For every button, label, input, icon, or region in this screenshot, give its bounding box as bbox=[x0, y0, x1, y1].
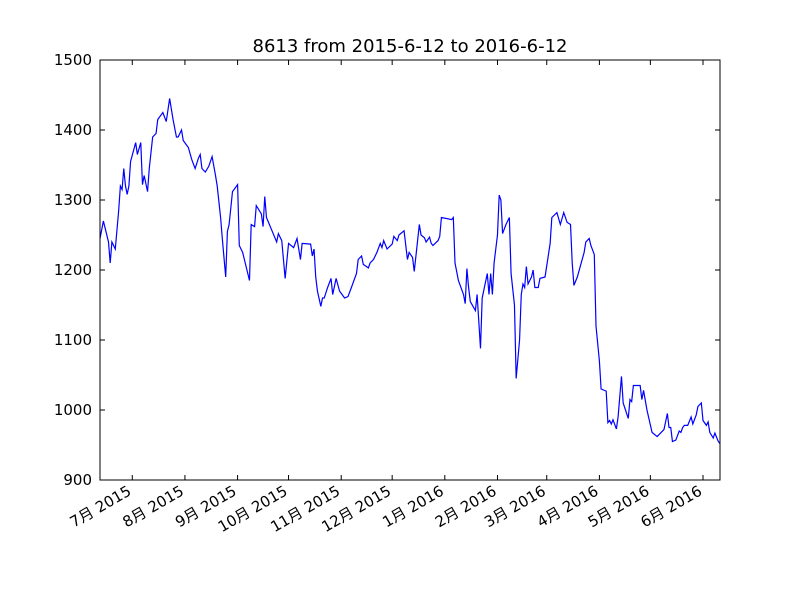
y-tick-label: 1000 bbox=[54, 401, 92, 419]
y-tick-label: 1500 bbox=[54, 51, 92, 69]
chart-title: 8613 from 2015-6-12 to 2016-6-12 bbox=[253, 36, 568, 57]
y-tick-label: 900 bbox=[63, 471, 92, 489]
line-series bbox=[99, 98, 721, 444]
y-tick-label: 1300 bbox=[54, 191, 92, 209]
plot-frame bbox=[99, 59, 721, 481]
y-tick-label: 1200 bbox=[54, 261, 92, 279]
y-tick-label: 1400 bbox=[54, 121, 92, 139]
y-tick-label: 1100 bbox=[54, 331, 92, 349]
